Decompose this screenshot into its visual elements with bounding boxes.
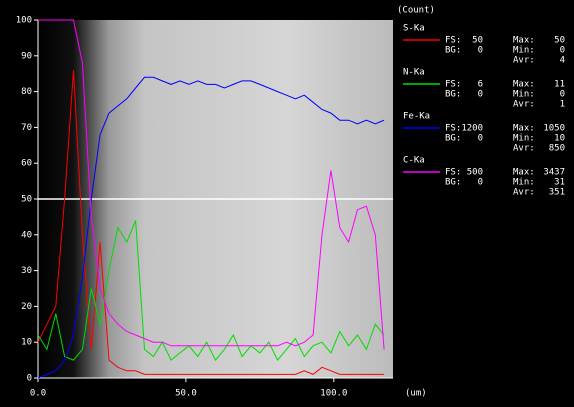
x-tick-label: 100.0 — [320, 389, 347, 399]
stat-value: 50 — [472, 36, 483, 46]
stat-value: 3437 — [543, 168, 565, 178]
stat-label: BG: — [445, 178, 461, 188]
stat-label: Avr: — [513, 56, 535, 66]
y-tick-label: 50 — [21, 195, 32, 205]
stat-value: 0 — [478, 46, 483, 56]
x-unit: (um) — [405, 389, 427, 399]
stat-label: BG: — [445, 90, 461, 100]
y-tick-label: 60 — [21, 159, 32, 169]
stat-label: FS: — [445, 80, 461, 90]
stat-label: Avr: — [513, 100, 535, 110]
stat-label: Max: — [513, 36, 535, 46]
stat-label: FS: — [445, 124, 461, 134]
stat-value: 850 — [549, 144, 565, 154]
stat-value: 1050 — [543, 124, 565, 134]
stat-label: Min: — [513, 134, 535, 144]
stat-value: 10 — [554, 134, 565, 144]
y-tick-label: 30 — [21, 266, 32, 276]
stat-label: Min: — [513, 90, 535, 100]
stat-value: 31 — [554, 178, 565, 188]
y-tick-label: 0 — [27, 374, 32, 384]
stat-value: 0 — [560, 90, 565, 100]
stat-value: 0 — [478, 178, 483, 188]
y-unit: (Count) — [397, 6, 435, 16]
stat-label: Max: — [513, 80, 535, 90]
stat-value: 6 — [478, 80, 483, 90]
stat-label: Min: — [513, 178, 535, 188]
y-tick-label: 100 — [16, 16, 32, 26]
x-tick-label: 50.0 — [175, 389, 197, 399]
stat-label: FS: — [445, 168, 461, 178]
stat-value: 0 — [478, 90, 483, 100]
stat-value: 0 — [478, 134, 483, 144]
stat-value: 50 — [554, 36, 565, 46]
legend-name: C-Ka — [403, 156, 425, 166]
y-tick-label: 90 — [21, 51, 32, 61]
stat-value: 11 — [554, 80, 565, 90]
legend-name: Fe-Ka — [403, 112, 430, 122]
stat-value: 500 — [467, 168, 483, 178]
legend-name: N-Ka — [403, 68, 425, 78]
legend-name: S-Ka — [403, 24, 425, 34]
y-tick-label: 80 — [21, 87, 32, 97]
y-tick-label: 20 — [21, 302, 32, 312]
stat-label: BG: — [445, 46, 461, 56]
stat-label: FS: — [445, 36, 461, 46]
y-tick-label: 10 — [21, 338, 32, 348]
stat-label: Min: — [513, 46, 535, 56]
stat-label: Avr: — [513, 188, 535, 198]
stat-label: Max: — [513, 124, 535, 134]
stat-value: 351 — [549, 188, 565, 198]
y-tick-label: 40 — [21, 230, 32, 240]
x-tick-label: 0.0 — [30, 389, 46, 399]
stat-value: 4 — [560, 56, 565, 66]
stat-label: Avr: — [513, 144, 535, 154]
y-tick-label: 70 — [21, 123, 32, 133]
stat-label: Max: — [513, 168, 535, 178]
stat-value: 1200 — [461, 124, 483, 134]
stat-value: 0 — [560, 46, 565, 56]
chart: (Count) (um) 01020304050607080901000.050… — [0, 0, 574, 407]
stat-label: BG: — [445, 134, 461, 144]
stat-value: 1 — [560, 100, 565, 110]
